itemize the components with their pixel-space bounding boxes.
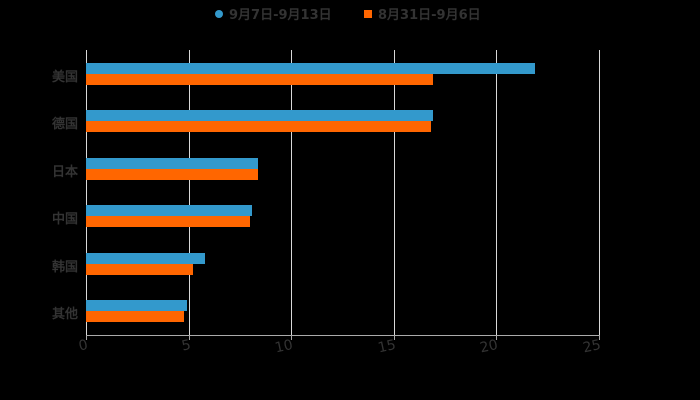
bar-previous-week[interactable] — [86, 263, 193, 275]
legend-label: 9月7日-9月13日 — [229, 8, 332, 23]
x-tick-label: 15 — [376, 337, 398, 357]
bar-previous-week[interactable] — [86, 311, 184, 323]
y-category-label: 日本 — [51, 164, 78, 180]
y-category-label: 韩国 — [51, 259, 78, 275]
legend-item-series-1[interactable]: 9月7日-9月13日 — [215, 4, 332, 23]
bar-previous-week[interactable] — [86, 168, 258, 180]
gridline — [291, 50, 292, 335]
bar-current-week[interactable] — [86, 300, 187, 312]
chart-legend: 9月7日-9月13日 8月31日-9月6日 — [0, 4, 700, 24]
y-category-label: 德国 — [51, 117, 78, 133]
gridline — [599, 50, 600, 335]
bar-current-week[interactable] — [86, 110, 433, 122]
y-category-label: 美国 — [51, 69, 78, 85]
axis-tick — [189, 335, 190, 340]
x-tick-label: 20 — [478, 337, 500, 357]
y-category-label: 其他 — [51, 307, 78, 323]
bar-current-week[interactable] — [86, 157, 258, 169]
x-tick-label: 5 — [180, 337, 193, 355]
x-tick-label: 0 — [77, 337, 90, 355]
axis-tick — [599, 335, 600, 340]
bar-current-week[interactable] — [86, 62, 535, 74]
bar-previous-week[interactable] — [86, 73, 433, 85]
gridline — [496, 50, 497, 335]
bar-previous-week[interactable] — [86, 216, 250, 228]
axis-tick — [394, 335, 395, 340]
gridline — [86, 50, 87, 335]
axis-tick — [291, 335, 292, 340]
x-tick-label: 25 — [581, 337, 603, 357]
axis-tick — [496, 335, 497, 340]
x-tick-label: 10 — [273, 337, 295, 357]
square-marker-icon — [364, 9, 372, 18]
gridline — [189, 50, 190, 335]
bar-previous-week[interactable] — [86, 121, 431, 133]
bar-current-week[interactable] — [86, 205, 252, 217]
y-category-label: 中国 — [51, 212, 78, 228]
x-axis — [86, 335, 600, 336]
legend-item-series-2[interactable]: 8月31日-9月6日 — [364, 4, 481, 23]
axis-tick — [86, 335, 87, 340]
gridline — [394, 50, 395, 335]
bar-current-week[interactable] — [86, 252, 205, 264]
legend-label: 8月31日-9月6日 — [378, 8, 481, 23]
circle-marker-icon — [215, 9, 223, 18]
